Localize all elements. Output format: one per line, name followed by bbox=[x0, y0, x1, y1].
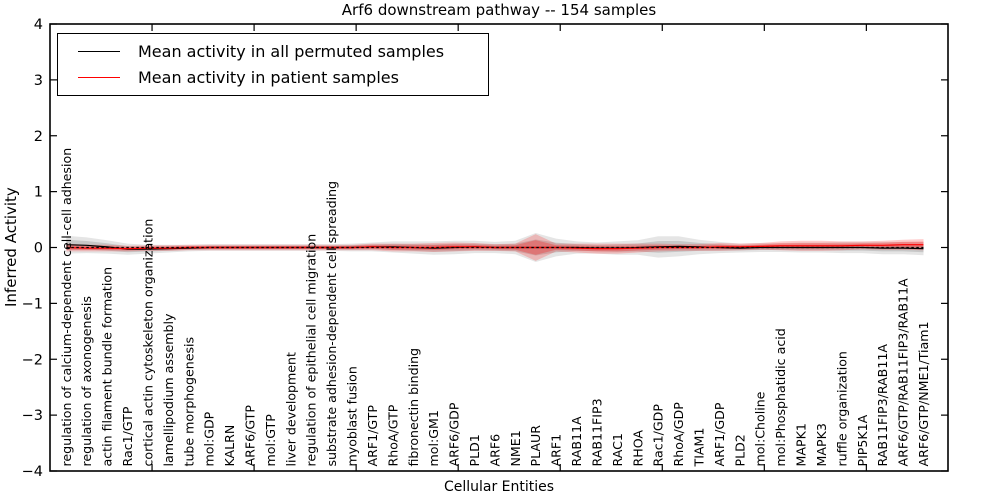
legend-entry-permuted: Mean activity in all permuted samples bbox=[66, 42, 480, 61]
category-label: NME1 bbox=[508, 430, 523, 466]
category-label: regulation of epithelial cell migration bbox=[304, 234, 319, 467]
category-label: PLAUR bbox=[528, 425, 543, 467]
y-tick-label: −3 bbox=[22, 408, 43, 424]
category-label: lamellipodium assembly bbox=[161, 313, 176, 467]
category-label: PLD1 bbox=[467, 434, 482, 466]
category-label: RAB11FIP3 bbox=[590, 398, 605, 466]
category-label: mol:Choline bbox=[753, 391, 768, 466]
category-label: ARF6/GDP bbox=[447, 402, 462, 466]
category-label: ruffle organization bbox=[834, 351, 849, 466]
category-label: MAPK3 bbox=[814, 423, 829, 466]
category-label: RHOA bbox=[630, 430, 645, 467]
category-label: mol:GDP bbox=[202, 411, 217, 466]
category-label: RAC1 bbox=[610, 433, 625, 466]
category-label: mol:GTP bbox=[263, 414, 278, 467]
permuted-line-swatch bbox=[78, 51, 120, 53]
category-label: PLD2 bbox=[732, 434, 747, 466]
patient-line-swatch bbox=[78, 76, 120, 78]
category-label: ARF6/GTP/RAB11FIP3/RAB11A bbox=[896, 278, 911, 467]
category-label: RhoA/GTP bbox=[385, 404, 400, 466]
y-tick-label: 0 bbox=[34, 241, 43, 257]
category-label: ARF1 bbox=[549, 434, 564, 467]
category-label: ARF6 bbox=[487, 434, 502, 467]
category-label: ARF1/GTP bbox=[365, 405, 380, 467]
category-label: cortical actin cytoskeleton organization bbox=[141, 219, 156, 467]
category-label: Rac1/GDP bbox=[651, 404, 666, 467]
y-axis-label: Inferred Activity bbox=[2, 187, 20, 308]
category-label: TIAM1 bbox=[692, 428, 707, 468]
category-label: substrate adhesion-dependent cell spread… bbox=[324, 181, 339, 467]
category-label: KALRN bbox=[222, 425, 237, 467]
category-label: fibronectin binding bbox=[406, 348, 421, 467]
y-tick-label: 1 bbox=[34, 185, 43, 201]
y-tick-label: 2 bbox=[34, 129, 43, 145]
y-tick-label: −2 bbox=[22, 352, 43, 368]
category-label: liver development bbox=[283, 352, 298, 467]
legend-entry-patient: Mean activity in patient samples bbox=[66, 68, 480, 87]
category-label: ARF6/GTP/NME1/Tiam1 bbox=[916, 321, 931, 466]
category-label: tube morphogenesis bbox=[181, 337, 196, 467]
category-label: myoblast fusion bbox=[345, 366, 360, 466]
y-tick-label: −1 bbox=[22, 296, 43, 312]
legend: Mean activity in all permuted samples Me… bbox=[57, 33, 489, 96]
category-label: ARF1/GDP bbox=[712, 402, 727, 466]
category-label: regulation of axonogenesis bbox=[79, 296, 94, 466]
chart-title: Arf6 downstream pathway -- 154 samples bbox=[341, 1, 657, 19]
category-label: RAB11A bbox=[569, 416, 584, 467]
category-label: RAB11FIP3/RAB11A bbox=[875, 344, 890, 467]
category-label: mol:Phosphatidic acid bbox=[773, 328, 788, 466]
legend-label: Mean activity in all permuted samples bbox=[138, 42, 445, 62]
category-label: regulation of calcium-dependent cell-cel… bbox=[59, 148, 74, 467]
category-label: actin filament bundle formation bbox=[100, 267, 115, 467]
y-tick-label: 3 bbox=[34, 73, 43, 89]
legend-label: Mean activity in patient samples bbox=[138, 67, 399, 87]
category-label: mol:GM1 bbox=[426, 410, 441, 466]
category-label: Rac1/GTP bbox=[120, 406, 135, 466]
y-tick-label: 4 bbox=[34, 17, 43, 33]
category-label: MAPK1 bbox=[794, 423, 809, 466]
category-label: ARF6/GTP bbox=[243, 405, 258, 467]
y-tick-label: −4 bbox=[22, 464, 43, 480]
patient-mean-line bbox=[66, 244, 924, 250]
category-label: RhoA/GDP bbox=[671, 402, 686, 467]
x-axis-label: Cellular Entities bbox=[443, 479, 555, 495]
category-label: PIP5K1A bbox=[855, 414, 870, 466]
